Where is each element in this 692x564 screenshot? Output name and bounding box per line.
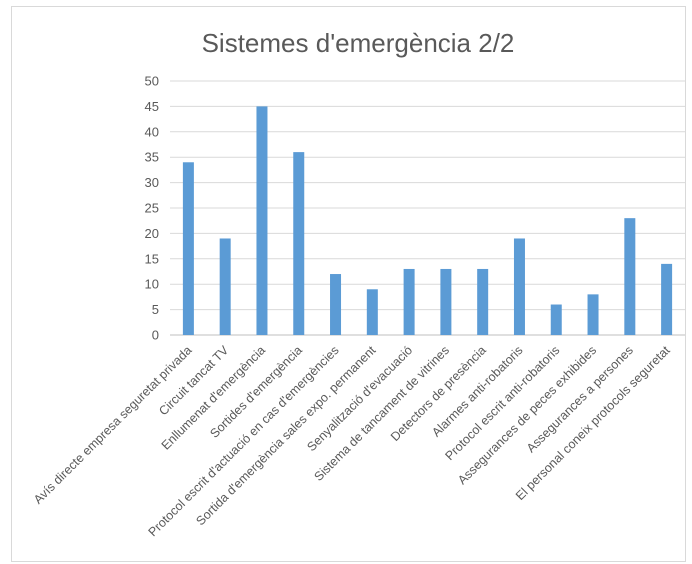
y-tick-label: 0 (152, 328, 159, 343)
y-tick-label: 5 (152, 302, 159, 317)
gridlines (170, 80, 685, 336)
bar (477, 268, 489, 335)
y-tick-label: 40 (145, 124, 159, 139)
bar (661, 263, 673, 335)
y-tick-label: 25 (145, 201, 159, 216)
y-tick-label: 35 (145, 150, 159, 165)
x-tick-label: Sistema de tancament de vitrines (311, 343, 452, 484)
chart-title: Sistemes d'emergència 2/2 (202, 28, 515, 58)
bar (624, 218, 636, 335)
bar-chart: Sistemes d'emergència 2/2 0 5 10 15 20 25 30 35… (31, 28, 685, 540)
bar (182, 162, 194, 335)
y-tick-label: 15 (145, 251, 159, 266)
bar (513, 238, 525, 335)
y-tick-label: 20 (145, 226, 159, 241)
x-axis-ticks: Avís directe empresa seguretat privadaCi… (31, 343, 673, 540)
y-tick-label: 45 (145, 99, 159, 114)
bar (403, 268, 415, 335)
bar (366, 289, 378, 335)
chart-frame: Sistemes d'emergència 2/2 0 5 10 15 20 25 30 35… (11, 6, 686, 562)
y-tick-label: 10 (145, 277, 159, 292)
bar (440, 268, 452, 335)
bar (256, 106, 268, 336)
bar (330, 274, 342, 335)
x-tick-label: Avís directe empresa seguretat privada (31, 343, 195, 507)
y-axis-ticks: 0 5 10 15 20 25 30 35 40 45 50 (145, 74, 159, 343)
y-tick-label: 30 (145, 175, 159, 190)
bar (293, 152, 305, 335)
bar (219, 238, 231, 335)
bars (182, 106, 673, 336)
bar (550, 304, 562, 335)
y-tick-label: 50 (145, 74, 159, 89)
bar (587, 294, 599, 335)
